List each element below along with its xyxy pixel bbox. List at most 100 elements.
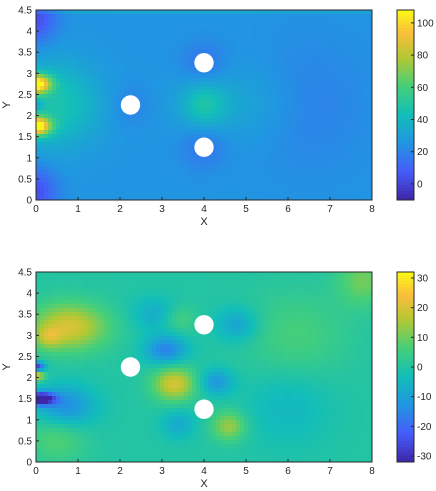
heatmap-cell bbox=[256, 106, 261, 111]
heatmap-cell bbox=[344, 162, 349, 167]
heatmap-cell bbox=[284, 190, 289, 195]
heatmap-cell bbox=[208, 182, 213, 187]
heatmap-cell bbox=[256, 178, 261, 183]
heatmap-cell bbox=[248, 70, 253, 75]
heatmap-cell bbox=[340, 58, 345, 63]
heatmap-cell bbox=[280, 94, 285, 99]
heatmap-cell bbox=[348, 296, 353, 301]
heatmap-cell bbox=[180, 94, 185, 99]
heatmap-cell bbox=[324, 54, 329, 59]
heatmap-cell bbox=[264, 272, 269, 277]
heatmap-cell bbox=[120, 138, 125, 143]
heatmap-cell bbox=[140, 90, 145, 95]
heatmap-cell bbox=[232, 22, 237, 27]
heatmap-cell bbox=[104, 308, 109, 313]
heatmap-cell bbox=[212, 154, 217, 159]
heatmap-cell bbox=[284, 178, 289, 183]
heatmap-cell bbox=[60, 106, 65, 111]
heatmap-cell bbox=[220, 62, 225, 67]
heatmap-cell bbox=[224, 194, 229, 199]
heatmap-cell bbox=[212, 300, 217, 305]
heatmap-cell bbox=[88, 182, 93, 187]
heatmap-cell bbox=[228, 98, 233, 103]
heatmap-cell bbox=[328, 292, 333, 297]
heatmap-cell bbox=[328, 102, 333, 107]
heatmap-cell bbox=[220, 162, 225, 167]
heatmap-cell bbox=[292, 98, 297, 103]
colorbar-segment bbox=[397, 149, 414, 153]
heatmap-cell bbox=[264, 54, 269, 59]
heatmap-cell bbox=[364, 134, 369, 139]
heatmap-cell bbox=[92, 284, 97, 289]
heatmap-cell bbox=[368, 122, 372, 127]
heatmap-cell bbox=[180, 18, 185, 23]
heatmap-cell bbox=[316, 162, 321, 167]
heatmap-cell bbox=[292, 154, 297, 159]
heatmap-cell bbox=[248, 272, 253, 277]
heatmap-cell bbox=[192, 78, 197, 83]
heatmap-cell bbox=[256, 284, 261, 289]
heatmap-cell bbox=[192, 182, 197, 187]
heatmap-cell bbox=[176, 198, 181, 200]
heatmap-cell bbox=[288, 174, 293, 179]
heatmap-cell bbox=[368, 50, 372, 55]
heatmap-cell bbox=[324, 276, 329, 281]
heatmap-cell bbox=[212, 26, 217, 31]
heatmap-cell bbox=[368, 102, 372, 107]
heatmap-cell bbox=[236, 82, 241, 87]
heatmap-cell bbox=[156, 122, 161, 127]
heatmap-cell bbox=[336, 198, 341, 200]
heatmap-cell bbox=[60, 130, 65, 135]
heatmap-cell bbox=[252, 62, 257, 67]
heatmap-cell bbox=[180, 42, 185, 47]
heatmap-cell bbox=[60, 288, 65, 293]
heatmap-cell bbox=[144, 26, 149, 31]
heatmap-cell bbox=[324, 280, 329, 285]
heatmap-cell bbox=[36, 74, 41, 79]
heatmap-cell bbox=[340, 162, 345, 167]
heatmap-cell bbox=[104, 272, 109, 277]
heatmap-cell bbox=[312, 288, 317, 293]
heatmap-cell bbox=[132, 30, 137, 35]
heatmap-cell bbox=[172, 280, 177, 285]
heatmap-cell bbox=[64, 194, 69, 199]
heatmap-cell bbox=[368, 288, 372, 293]
heatmap-cell bbox=[120, 300, 125, 305]
heatmap-cell bbox=[328, 10, 333, 15]
heatmap-cell bbox=[152, 304, 157, 309]
heatmap-cell bbox=[88, 106, 93, 111]
heatmap-cell bbox=[264, 296, 269, 301]
heatmap-cell bbox=[232, 130, 237, 135]
heatmap-cell bbox=[100, 300, 105, 305]
heatmap-cell bbox=[216, 106, 221, 111]
heatmap-cell bbox=[304, 190, 309, 195]
heatmap-cell bbox=[244, 38, 249, 43]
heatmap-cell bbox=[184, 186, 189, 191]
heatmap-cell bbox=[128, 142, 133, 147]
heatmap-cell bbox=[348, 82, 353, 87]
heatmap-cell bbox=[360, 276, 365, 281]
heatmap-cell bbox=[336, 74, 341, 79]
heatmap-cell bbox=[332, 150, 337, 155]
heatmap-cell bbox=[256, 78, 261, 83]
heatmap-cell bbox=[200, 126, 205, 131]
heatmap-cell bbox=[268, 42, 273, 47]
heatmap-cell bbox=[336, 46, 341, 51]
heatmap-cell bbox=[116, 154, 121, 159]
heatmap-cell bbox=[120, 62, 125, 67]
colorbar-segment bbox=[397, 48, 414, 53]
heatmap-cell bbox=[156, 94, 161, 99]
heatmap-cell bbox=[264, 186, 269, 191]
heatmap-cell bbox=[136, 122, 141, 127]
heatmap-cell bbox=[248, 166, 253, 171]
heatmap-cell bbox=[240, 198, 245, 200]
heatmap-cell bbox=[88, 304, 93, 309]
heatmap-cell bbox=[92, 30, 97, 35]
heatmap-cell bbox=[300, 280, 305, 285]
heatmap-cell bbox=[148, 308, 153, 313]
heatmap-cell bbox=[252, 106, 257, 111]
heatmap-cell bbox=[80, 78, 85, 83]
heatmap-cell bbox=[180, 90, 185, 95]
heatmap-cell bbox=[180, 190, 185, 195]
heatmap-cell bbox=[72, 280, 77, 285]
